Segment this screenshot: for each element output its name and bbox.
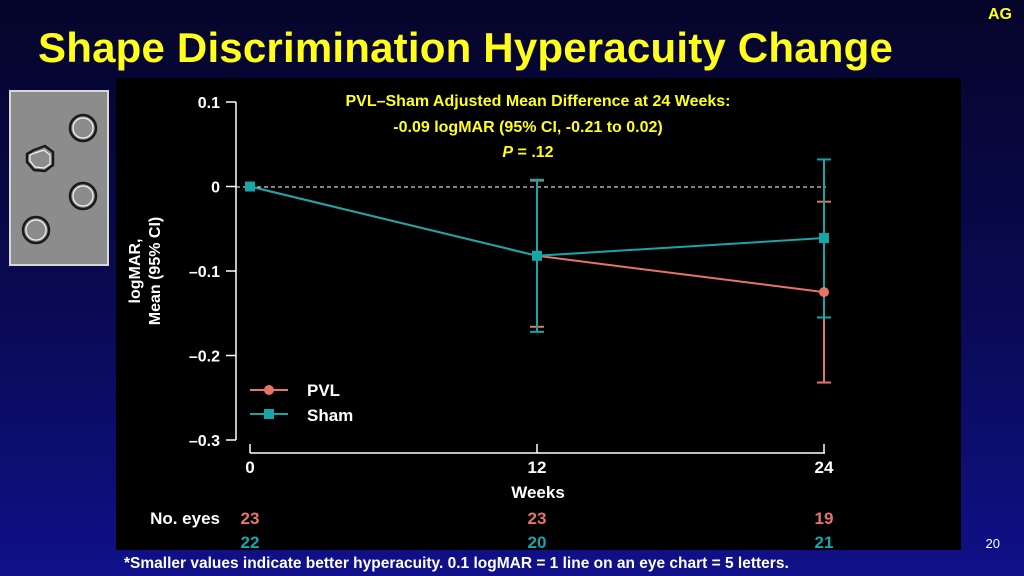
stimulus-circles-image	[21, 113, 98, 245]
stimulus-thumbnail	[9, 90, 109, 266]
p-label: P	[502, 144, 513, 161]
y-ticks: 0.1 0 –0.1 –0.2 –0.3	[189, 95, 236, 450]
legend-pvl-marker	[264, 385, 274, 395]
no-eyes-sham: 21	[815, 533, 834, 550]
y-axis-title-line-2: Mean (95% CI)	[147, 217, 164, 325]
y-tick-label: –0.1	[189, 264, 220, 281]
y-tick-label: –0.2	[189, 349, 220, 366]
no-eyes-pvl: 19	[815, 509, 834, 528]
y-tick-label: 0	[211, 180, 220, 197]
sham-point	[532, 250, 542, 261]
legend-sham-marker	[264, 409, 274, 419]
annotation-line-1: PVL–Sham Adjusted Mean Difference at 24 …	[345, 93, 730, 110]
sham-point	[245, 181, 255, 192]
no-eyes-counts: 23 22 23 20 19 21	[241, 509, 834, 552]
legend-sham-label: Sham	[307, 406, 353, 425]
no-eyes-label: No. eyes	[150, 509, 220, 528]
series-layer	[245, 158, 831, 384]
footnote: *Smaller values indicate better hyperacu…	[124, 555, 789, 572]
y-tick-label: 0.1	[198, 95, 220, 112]
chart-svg: PVL–Sham Adjusted Mean Difference at 24 …	[127, 93, 834, 552]
p-value: = .12	[513, 144, 554, 161]
x-tick-label: 0	[245, 458, 254, 477]
no-eyes-sham: 20	[528, 533, 547, 550]
no-eyes-sham: 22	[241, 533, 260, 550]
y-axis-title: logMAR, Mean (95% CI)	[127, 217, 164, 325]
y-tick-label: –0.3	[189, 433, 220, 450]
corner-label: AG	[988, 6, 1012, 23]
annotation-line-2: -0.09 logMAR (95% CI, -0.21 to 0.02)	[393, 119, 662, 136]
x-tick-label: 24	[815, 458, 834, 477]
legend: PVL Sham	[250, 381, 353, 425]
slide-title: Shape Discrimination Hyperacuity Change	[38, 24, 894, 71]
x-axis-title: Weeks	[511, 483, 565, 502]
sham-point	[819, 233, 829, 244]
chart-panel: PVL–Sham Adjusted Mean Difference at 24 …	[116, 78, 961, 552]
legend-pvl-label: PVL	[307, 381, 340, 400]
y-axis-title-line-1: logMAR,	[127, 239, 144, 304]
no-eyes-pvl: 23	[241, 509, 260, 528]
x-tick-label: 12	[528, 458, 547, 477]
page-number: 20	[985, 536, 1000, 551]
pvl-point	[819, 287, 829, 298]
x-ticks: 0 12 24	[245, 444, 834, 477]
no-eyes-pvl: 23	[528, 509, 547, 528]
p-value-text: P = .12	[502, 144, 553, 161]
